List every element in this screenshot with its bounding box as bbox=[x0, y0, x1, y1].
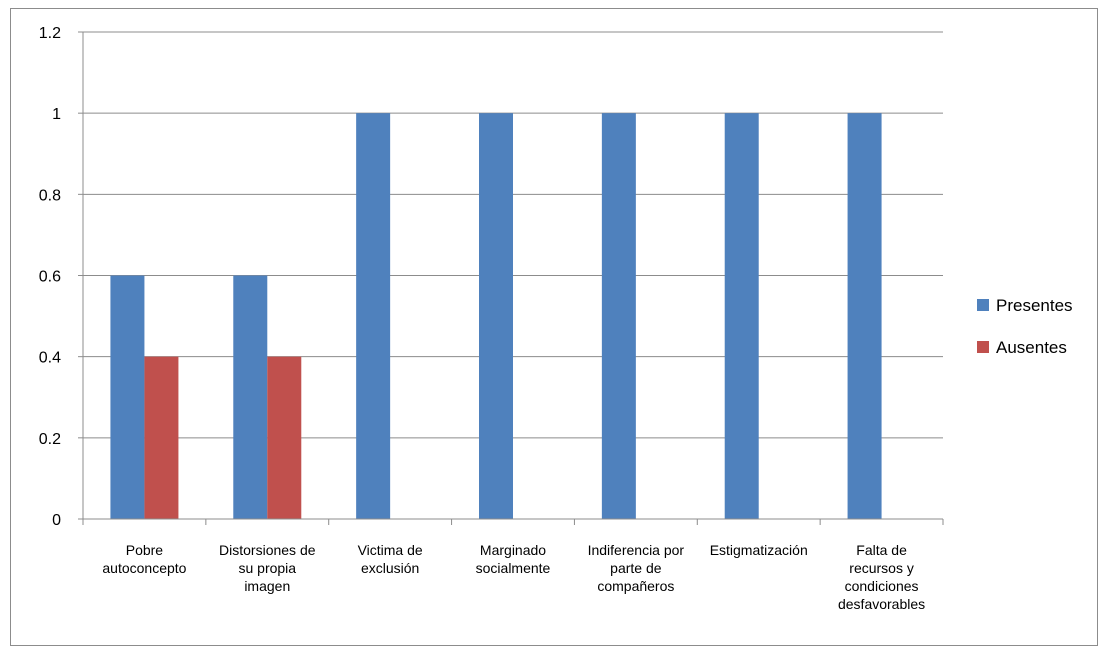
bar-presentes-5 bbox=[724, 113, 759, 520]
x-tick-label: Marginado socialmente bbox=[476, 542, 551, 576]
bar-ausentes-0 bbox=[144, 356, 179, 519]
legend-swatch-ausentes bbox=[977, 341, 989, 353]
y-tick-label: 1.2 bbox=[39, 25, 61, 42]
y-tick-label: 0.4 bbox=[39, 350, 61, 367]
bar-presentes-4 bbox=[601, 113, 636, 520]
legend-label-presentes: Presentes bbox=[996, 296, 1073, 315]
x-tick-label: Victima de exclusión bbox=[358, 542, 423, 576]
x-tick-label: Estigmatización bbox=[710, 542, 808, 558]
bar-presentes-1 bbox=[233, 275, 268, 519]
y-tick-label: 0 bbox=[52, 512, 61, 529]
y-tick-label: 0.2 bbox=[39, 431, 61, 448]
bar-presentes-0 bbox=[110, 275, 145, 519]
y-tick-labels: 0 0.2 0.4 0.6 0.8 1 1.2 bbox=[39, 25, 61, 529]
x-tick-label: Distorsiones de su propia imagen bbox=[219, 542, 316, 594]
x-tick-label: Falta de recursos y condiciones desfavorabl… bbox=[838, 542, 925, 612]
y-tick-label: 1 bbox=[52, 106, 61, 123]
bars bbox=[110, 113, 882, 520]
legend-label-ausentes: Ausentes bbox=[996, 338, 1067, 357]
legend: Presentes Ausentes bbox=[977, 296, 1073, 357]
x-tick-label: Pobre autoconcepto bbox=[102, 542, 186, 576]
bar-presentes-2 bbox=[356, 113, 391, 520]
y-tick-label: 0.6 bbox=[39, 269, 61, 286]
y-tick-label: 0.8 bbox=[39, 187, 61, 204]
bar-presentes-6 bbox=[847, 113, 882, 520]
axes bbox=[78, 31, 944, 525]
bar-presentes-3 bbox=[479, 113, 513, 520]
bar-ausentes-1 bbox=[267, 356, 302, 519]
x-tick-labels: Pobre autoconcepto Distorsiones de su propi… bbox=[102, 542, 925, 612]
legend-swatch-presentes bbox=[977, 299, 989, 311]
chart-frame bbox=[10, 8, 1098, 646]
x-tick-label: Indiferencia por parte de compañeros bbox=[588, 542, 685, 594]
